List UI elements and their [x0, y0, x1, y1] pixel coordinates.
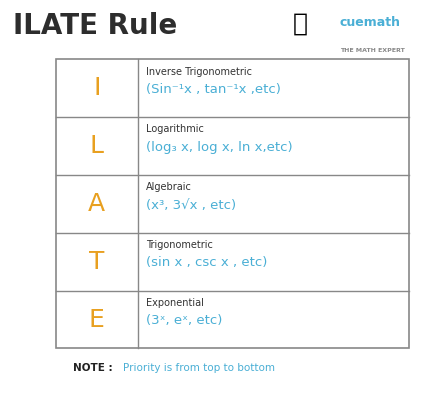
Text: Logarithmic: Logarithmic [146, 124, 204, 134]
FancyBboxPatch shape [56, 59, 408, 348]
Text: cuemath: cuemath [340, 16, 401, 29]
Text: Inverse Trigonometric: Inverse Trigonometric [146, 67, 252, 76]
Text: NOTE :: NOTE : [73, 363, 117, 373]
Text: Priority is from top to bottom: Priority is from top to bottom [123, 363, 274, 373]
Text: A: A [88, 192, 105, 216]
Text: (x³, 3√x , etc): (x³, 3√x , etc) [146, 199, 237, 211]
Text: (sin x , csc x , etc): (sin x , csc x , etc) [146, 257, 267, 269]
Text: THE MATH EXPERT: THE MATH EXPERT [340, 48, 405, 53]
Text: Trigonometric: Trigonometric [146, 240, 213, 250]
Text: I: I [93, 76, 101, 100]
Text: (log₃ x, log x, ln x,etc): (log₃ x, log x, ln x,etc) [146, 141, 293, 154]
Text: E: E [89, 308, 104, 331]
Text: Exponential: Exponential [146, 298, 204, 308]
Text: (3ˣ, eˣ, etc): (3ˣ, eˣ, etc) [146, 314, 223, 327]
Text: T: T [89, 250, 104, 274]
Text: ILATE Rule: ILATE Rule [13, 12, 177, 40]
Text: Algebraic: Algebraic [146, 182, 192, 192]
Text: 🚀: 🚀 [292, 12, 307, 36]
Text: L: L [90, 134, 104, 158]
Text: (Sin⁻¹x , tan⁻¹x ,etc): (Sin⁻¹x , tan⁻¹x ,etc) [146, 83, 281, 96]
